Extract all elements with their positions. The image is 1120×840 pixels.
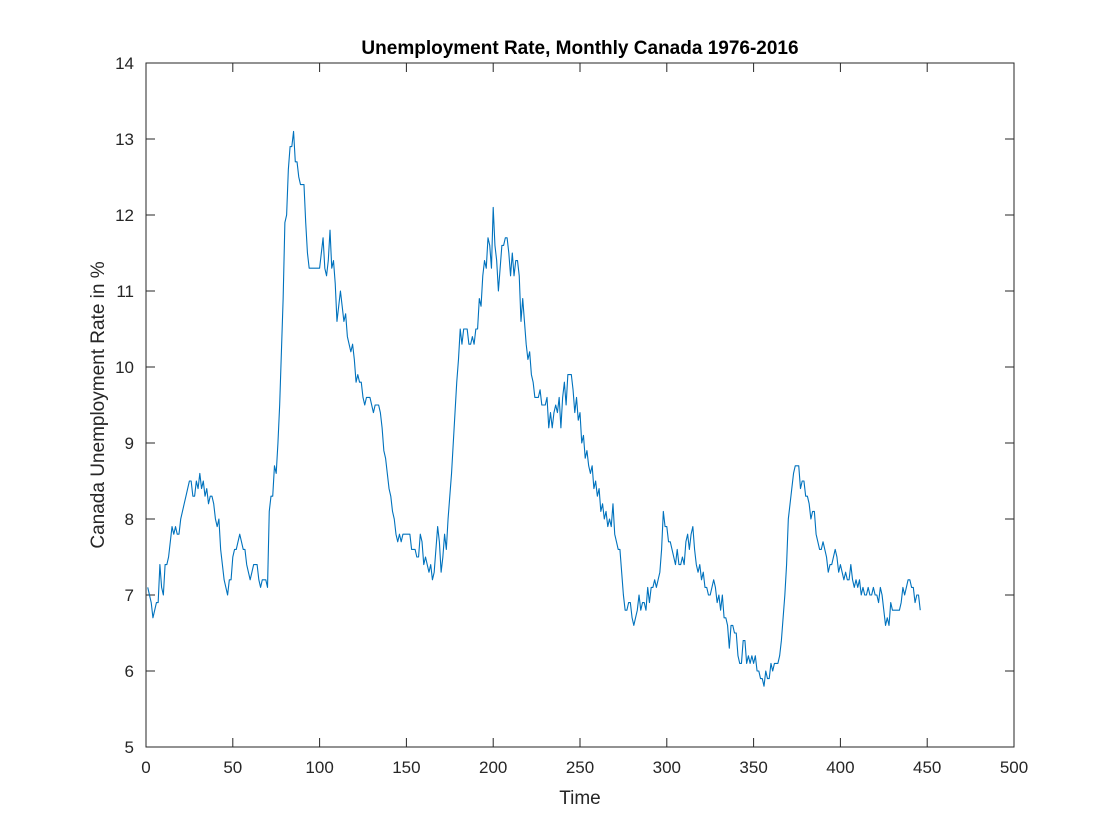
x-tick-label: 150 <box>392 758 420 777</box>
y-tick-label: 7 <box>125 586 134 605</box>
x-tick-label: 500 <box>1000 758 1028 777</box>
x-tick-label: 300 <box>653 758 681 777</box>
x-axis-label: Time <box>559 788 601 809</box>
y-tick-label: 6 <box>125 662 134 681</box>
y-axis-label: Canada Unemployment Rate in % <box>88 261 109 548</box>
x-tick-label: 0 <box>141 758 150 777</box>
y-tick-label: 5 <box>125 738 134 757</box>
y-tick-label: 10 <box>115 358 134 377</box>
y-tick-label: 8 <box>125 510 134 529</box>
x-tick-label: 50 <box>223 758 242 777</box>
x-tick-label: 100 <box>305 758 333 777</box>
x-tick-label: 450 <box>913 758 941 777</box>
x-tick-label: 250 <box>566 758 594 777</box>
y-tick-label: 13 <box>115 130 134 149</box>
x-tick-label: 350 <box>739 758 767 777</box>
y-tick-label: 11 <box>116 282 134 301</box>
y-tick-label: 12 <box>115 206 134 225</box>
chart-title: Unemployment Rate, Monthly Canada 1976-2… <box>361 38 798 59</box>
x-tick-label: 400 <box>826 758 854 777</box>
x-tick-label: 200 <box>479 758 507 777</box>
y-tick-label: 9 <box>125 434 134 453</box>
y-tick-label: 14 <box>115 54 134 73</box>
